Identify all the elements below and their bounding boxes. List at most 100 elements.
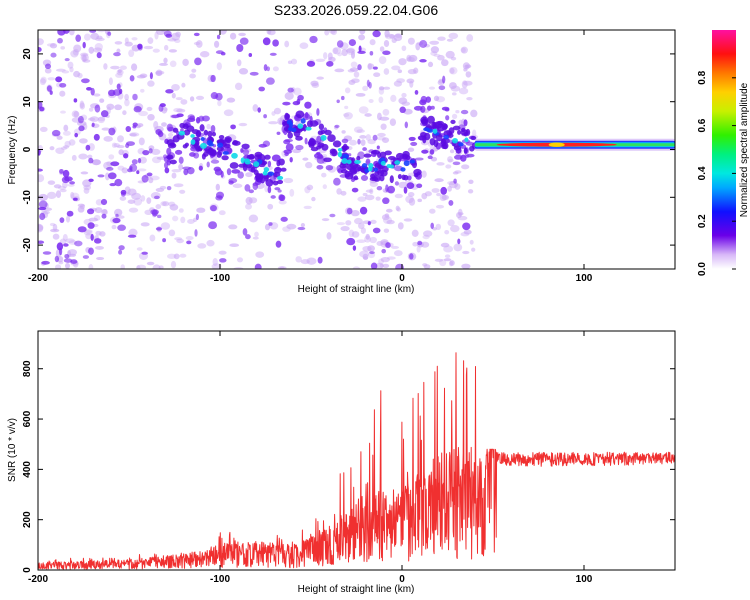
spectrogram-cell (254, 231, 259, 237)
spectrogram-cell (101, 127, 111, 131)
spectrogram-cell (360, 139, 366, 147)
spectrogram-cell (77, 203, 85, 208)
spectrogram-cell (55, 190, 62, 198)
spectrogram-cell (53, 184, 62, 189)
spectrogram-cell (469, 239, 474, 245)
spectrogram-cell (427, 155, 433, 160)
spectrogram-cell (465, 64, 472, 69)
spectrogram-cell (57, 37, 63, 44)
spectrogram-cell (295, 144, 304, 151)
spectrogram-cell (119, 65, 127, 70)
spectrogram-cell (210, 204, 217, 212)
spectrogram-cell (417, 240, 423, 246)
spectrogram-cell (394, 33, 402, 38)
spectrogram-cell (229, 162, 239, 169)
spectrogram-cell (116, 145, 125, 149)
spectrogram-cell (156, 30, 166, 36)
spectrogram-cell (382, 216, 393, 225)
spectrogram-cell (304, 112, 309, 119)
spectrogram-cell (169, 60, 177, 68)
spectrogram-cell (280, 167, 287, 172)
spectrogram-cell (125, 126, 132, 132)
spectrogram-cell (62, 169, 70, 178)
spectrogram-cell (230, 124, 236, 130)
spectrogram-cell (401, 174, 406, 181)
spectrogram-cell (101, 213, 107, 219)
spectrogram-cell (413, 105, 423, 111)
spectrogram-cell (263, 167, 270, 173)
spectrogram-cell (140, 88, 145, 93)
spectrogram-cell (162, 201, 170, 207)
spectrogram-cell (448, 82, 457, 90)
spectrogram-cell (136, 170, 140, 175)
colorbar: 0.0 0.2 0.4 0.6 0.8 Normalized spectral ampl… (697, 30, 750, 276)
spectrogram-cell (106, 166, 114, 171)
spectrogram-cell (306, 120, 313, 128)
spectrogram-cell (385, 242, 391, 249)
spectrogram-cell (64, 58, 70, 62)
spectrogram-cell (57, 30, 66, 36)
spectrogram-cell (245, 203, 252, 210)
spectrogram-cell (429, 149, 435, 155)
spectrogram-cell (292, 100, 300, 106)
spectrogram-cell (416, 183, 423, 189)
spectrogram-cell (136, 123, 144, 128)
spectrogram-cell (275, 240, 282, 248)
spectrogram-cell (362, 253, 369, 261)
spectrogram-cell (63, 124, 69, 132)
spectrogram-cell (283, 139, 291, 145)
spectrogram-cell (85, 232, 93, 240)
spectrogram-cell (272, 39, 279, 47)
spectrogram-cell (458, 87, 469, 95)
spectrogram-cell (347, 69, 355, 73)
spectrogram-cell (180, 216, 186, 224)
spectrogram-cell (334, 124, 340, 129)
spectrogram-cell (351, 187, 359, 193)
spectrogram-cell (395, 152, 405, 160)
spectrogram-cell (305, 126, 312, 131)
spectrogram-cell (362, 245, 372, 252)
spectrogram-cell (460, 46, 468, 54)
spectrogram-cell (369, 51, 374, 56)
spectrogram-cell (369, 188, 374, 195)
spectrogram-cell (360, 175, 369, 181)
spectrogram-cell (231, 169, 241, 174)
spectrogram-cell (195, 213, 199, 221)
spectrogram-cell (118, 245, 125, 251)
spectrogram-cell (316, 156, 326, 164)
spectrogram-cell (380, 160, 386, 166)
spectrogram-cell (327, 134, 336, 142)
spectrogram-cell (437, 54, 445, 61)
spectrogram-cell (461, 47, 466, 53)
spectrogram-cell (369, 176, 379, 182)
spectrogram-cell (129, 133, 137, 137)
spectrogram-cell (364, 113, 372, 117)
spectrogram-cell (445, 50, 455, 59)
spectrogram-cell (395, 205, 400, 211)
spectrogram-cell (264, 154, 271, 160)
spectrogram-cell (308, 138, 317, 147)
spectrogram-cell (38, 38, 44, 46)
spectrogram-cell (388, 34, 395, 39)
spectrogram-cell (55, 264, 62, 269)
spectrogram-cell (240, 157, 245, 164)
spectrogram-cell (127, 188, 137, 196)
spectrogram-cell (433, 139, 439, 148)
spectrogram-cell (83, 187, 90, 194)
spectrogram-cell (87, 222, 95, 229)
spectrogram-cell (120, 264, 125, 269)
spectrogram-cell (42, 251, 52, 255)
spectrogram-cell (383, 228, 390, 233)
spectrogram-cell (65, 238, 75, 244)
spectrogram-cell (277, 266, 287, 269)
spectrogram-cell (283, 149, 292, 154)
spectrogram-cell (268, 121, 279, 125)
spectrogram-cell (137, 44, 143, 51)
spectrogram-cell (337, 147, 343, 152)
colorbar-tick-label: 0.8 (697, 70, 708, 84)
spectrogram-cell (228, 224, 238, 230)
spectrogram-cell (216, 62, 222, 71)
spectrogram-cell (389, 118, 397, 127)
spectrogram-cell (317, 142, 325, 148)
spectrogram-cell (63, 258, 73, 263)
